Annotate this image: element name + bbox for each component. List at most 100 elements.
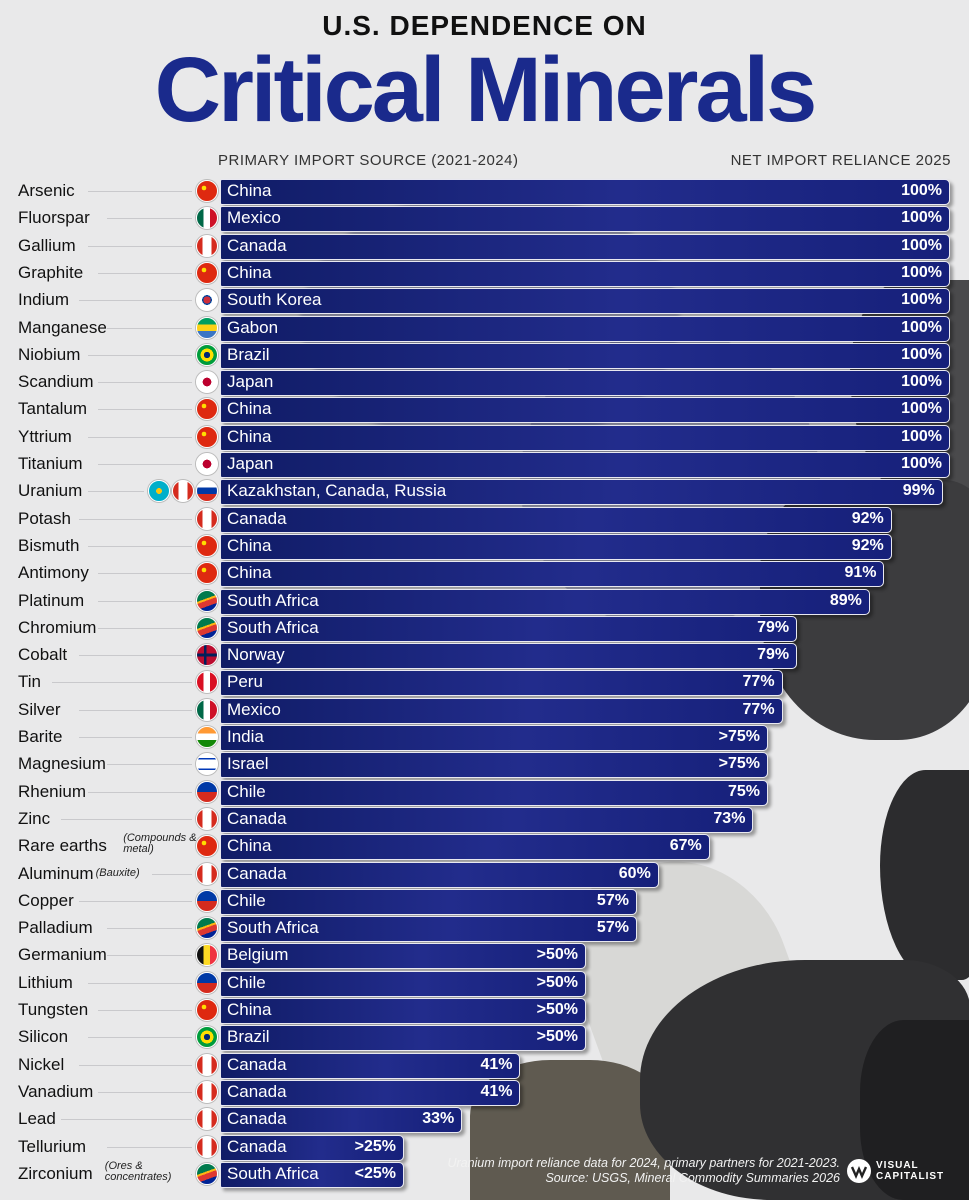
import-reliance-value: 89%	[829, 591, 862, 609]
chart-row: Vanadium Canada 41%	[0, 1079, 969, 1106]
chart-title: Critical Minerals	[154, 39, 818, 141]
chart-row: Copper Chile 57%	[0, 888, 969, 915]
leader-line	[97, 573, 192, 575]
chart-supertitle: U.S. DEPENDENCE ON	[322, 10, 647, 41]
import-reliance-bar	[220, 315, 950, 342]
import-reliance-bar	[220, 479, 943, 506]
leader-line	[88, 354, 192, 356]
import-reliance-value: 100%	[901, 182, 942, 199]
mineral-label: Copper	[18, 890, 74, 910]
import-source-label: South Korea	[227, 290, 322, 310]
chart-row: Rare earths (Compounds & metal) China 67%	[0, 833, 969, 861]
leader-line	[88, 791, 192, 793]
mexico-flag-icon	[196, 698, 218, 721]
chart-row: Bismuth China 92%	[0, 533, 969, 560]
china-flag-icon	[196, 398, 218, 421]
chart-row: Lead Canada 33%	[0, 1107, 969, 1134]
import-reliance-bar	[220, 588, 870, 615]
import-source-label: Gabon	[227, 317, 279, 337]
canada-flag-icon	[196, 1053, 218, 1076]
import-reliance-value: >50%	[536, 973, 578, 991]
rock-image	[860, 1020, 969, 1200]
japan-flag-icon	[196, 453, 218, 475]
import-reliance-bar	[220, 397, 950, 424]
norway-flag-icon	[196, 644, 218, 667]
south-korea-flag-icon	[196, 289, 218, 312]
chart-row: Silicon Brazil >50%	[0, 1025, 969, 1052]
brazil-flag-icon	[196, 1026, 218, 1049]
import-reliance-bar	[220, 1025, 586, 1052]
mineral-label: Tungsten	[18, 1000, 89, 1019]
chart-row: Aluminum (Bauxite) Canada 60%	[0, 861, 969, 888]
leader-line	[106, 1146, 192, 1148]
import-reliance-bar	[220, 779, 768, 806]
import-source-label: Canada	[227, 1081, 287, 1101]
import-reliance-bar	[220, 342, 950, 369]
brand-line-1: VISUAL	[876, 1160, 919, 1171]
mineral-label: Rhenium	[18, 781, 87, 801]
import-source-label: Brazil	[227, 344, 270, 364]
leader-line	[79, 737, 192, 738]
mineral-label: Graphite	[18, 262, 84, 282]
import-source-label: Peru	[227, 672, 263, 692]
import-source-label: India	[227, 727, 264, 746]
leader-line	[79, 900, 192, 902]
import-reliance-bar	[220, 1161, 404, 1188]
import-source-label: Canada	[227, 1054, 287, 1074]
leader-line	[106, 928, 192, 930]
import-source-label: Canada	[227, 235, 287, 255]
import-reliance-bar	[220, 561, 885, 588]
mineral-label: Magnesium	[18, 754, 106, 774]
mineral-note: (Ores & concentrates)	[104, 1159, 172, 1183]
import-source-label: China	[227, 535, 272, 555]
import-reliance-value: 100%	[901, 373, 942, 391]
china-flag-icon	[196, 562, 218, 585]
leader-line	[97, 409, 192, 411]
import-reliance-value: 100%	[901, 318, 942, 336]
mineral-label: Yttrium	[18, 426, 72, 446]
leader-line	[88, 545, 192, 547]
chart-row: Zirconium (Ores & concentrates) South Afri…	[0, 1159, 969, 1188]
import-reliance-value: 41%	[480, 1082, 513, 1100]
chart-row: Tin Peru 77%	[0, 670, 969, 697]
mineral-label: Nickel	[18, 1054, 65, 1074]
import-source-label: Japan	[227, 372, 274, 392]
mineral-label: Tantalum	[18, 399, 87, 419]
import-source-label: South Africa	[227, 1163, 319, 1183]
chart-row: Potash Canada 92%	[0, 506, 969, 533]
mineral-label: Zirconium	[18, 1163, 93, 1183]
import-reliance-value: 92%	[851, 509, 884, 527]
canada-flag-icon	[196, 1108, 218, 1131]
import-source-label: South Africa	[227, 617, 319, 637]
mineral-label: Chromium	[18, 617, 97, 637]
import-reliance-value: 100%	[901, 291, 942, 309]
mineral-label: Silver	[18, 699, 61, 719]
leader-line	[97, 382, 192, 384]
leader-line	[79, 300, 192, 302]
import-reliance-value: 79%	[757, 646, 790, 664]
leader-line	[106, 218, 192, 220]
import-source-label: Chile	[227, 781, 266, 801]
chart-row: Manganese Gabon 100%	[0, 315, 969, 342]
chart-row: Scandium Japan 100%	[0, 370, 969, 397]
import-reliance-bar	[220, 643, 798, 670]
chart-row: Rhenium Chile 75%	[0, 779, 969, 806]
india-flag-icon	[196, 726, 218, 748]
chart-row: Nickel Canada 41%	[0, 1052, 969, 1079]
import-reliance-value: 100%	[901, 236, 942, 254]
canada-flag-icon	[196, 862, 218, 885]
import-source-label: South Africa	[227, 918, 319, 938]
leader-line	[60, 818, 192, 820]
import-reliance-bar	[220, 888, 637, 915]
mineral-label: Lithium	[18, 972, 73, 992]
south-africa-flag-icon	[196, 1162, 218, 1185]
brazil-flag-icon	[196, 343, 218, 366]
import-source-label: China	[227, 836, 272, 856]
leader-line	[88, 191, 192, 192]
mineral-label: Palladium	[18, 918, 93, 938]
import-reliance-value: >25%	[354, 1137, 396, 1155]
import-source-label: Israel	[227, 754, 269, 774]
chart-row: Cobalt Norway 79%	[0, 643, 969, 670]
import-reliance-bar	[220, 1134, 404, 1161]
mineral-label: Scandium	[18, 372, 94, 392]
